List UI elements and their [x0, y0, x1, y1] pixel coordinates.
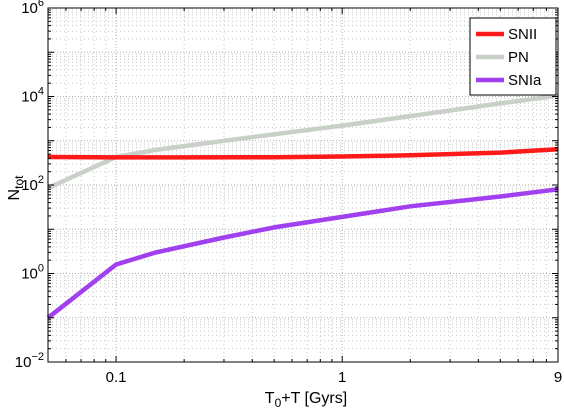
y-tick-label: 104: [21, 86, 44, 106]
x-axis-label-main: T: [265, 390, 275, 407]
x-axis-label: T0+T [Gyrs]: [265, 390, 347, 410]
axis-ticks: [47, 7, 559, 363]
x-axis-label-sub: 0: [275, 396, 282, 410]
series-lines: [46, 93, 559, 320]
y-tick-label: 102: [21, 174, 44, 194]
series-line-pn: [47, 93, 559, 191]
x-tick-label: 9: [554, 369, 562, 386]
y-axis-label-sub: tot: [12, 175, 26, 189]
legend-label-pn: PN: [508, 49, 529, 66]
minor-grid: [47, 8, 559, 362]
series-line-snii: [47, 147, 559, 160]
y-axis-label: Ntot: [6, 175, 26, 201]
legend-label-snii: SNII: [508, 26, 537, 43]
series-line-snia: [46, 187, 559, 320]
x-axis-label-rest: +T [Gyrs]: [281, 390, 347, 407]
y-tick-label: 10−2: [15, 351, 44, 371]
y-axis-label-main: N: [6, 189, 23, 201]
legend-label-snia: SNIa: [508, 72, 542, 89]
x-tick-labels: 0.1 1 9: [106, 369, 563, 386]
legend: SNII PN SNIa: [469, 17, 557, 96]
x-tick-label: 0.1: [106, 369, 127, 386]
y-tick-label: 100: [21, 263, 44, 283]
y-tick-labels: 10−2 100 102 104 106: [15, 0, 44, 371]
x-tick-label: 1: [338, 369, 346, 386]
y-tick-label: 106: [21, 0, 44, 17]
